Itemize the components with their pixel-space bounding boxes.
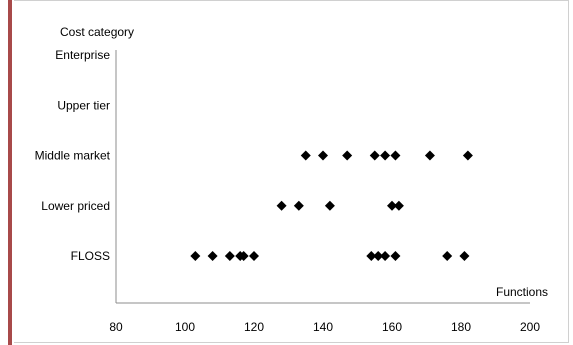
data-point [369,150,380,161]
x-tick-label: 160 [382,320,402,334]
x-tick-label: 120 [244,320,264,334]
data-point [462,150,473,161]
data-point [207,251,218,261]
data-point [276,200,287,211]
data-point [380,251,391,261]
data-point [393,200,404,211]
data-point [373,251,384,261]
data-point [459,251,470,261]
data-point [342,150,353,161]
data-point [390,251,401,261]
data-point [224,251,235,261]
data-point [442,251,453,261]
data-point [293,200,304,211]
data-point [366,251,377,261]
data-point [249,251,259,261]
data-point [390,150,401,161]
y-tick-label: Upper tier [57,98,110,112]
x-axis-title: Functions [496,285,548,299]
y-axis-title: Cost category [60,25,134,39]
data-point [318,150,328,161]
data-point [387,200,397,211]
y-tick-label: Lower priced [41,199,110,213]
data-point [324,200,335,211]
x-tick-label: 140 [313,320,333,334]
x-tick-label: 80 [109,320,123,334]
data-point [380,150,391,161]
x-tick-label: 200 [520,320,540,334]
chart-frame [14,0,569,343]
y-tick-label: Middle market [35,149,111,163]
data-point [300,150,311,161]
data-point [424,150,435,161]
y-tick-label: FLOSS [71,249,110,263]
y-tick-label: Enterprise [55,48,110,62]
data-point [238,251,249,261]
data-point [190,251,201,261]
x-tick-label: 100 [175,320,195,334]
accent-bar [8,0,12,345]
x-tick-label: 180 [451,320,471,334]
